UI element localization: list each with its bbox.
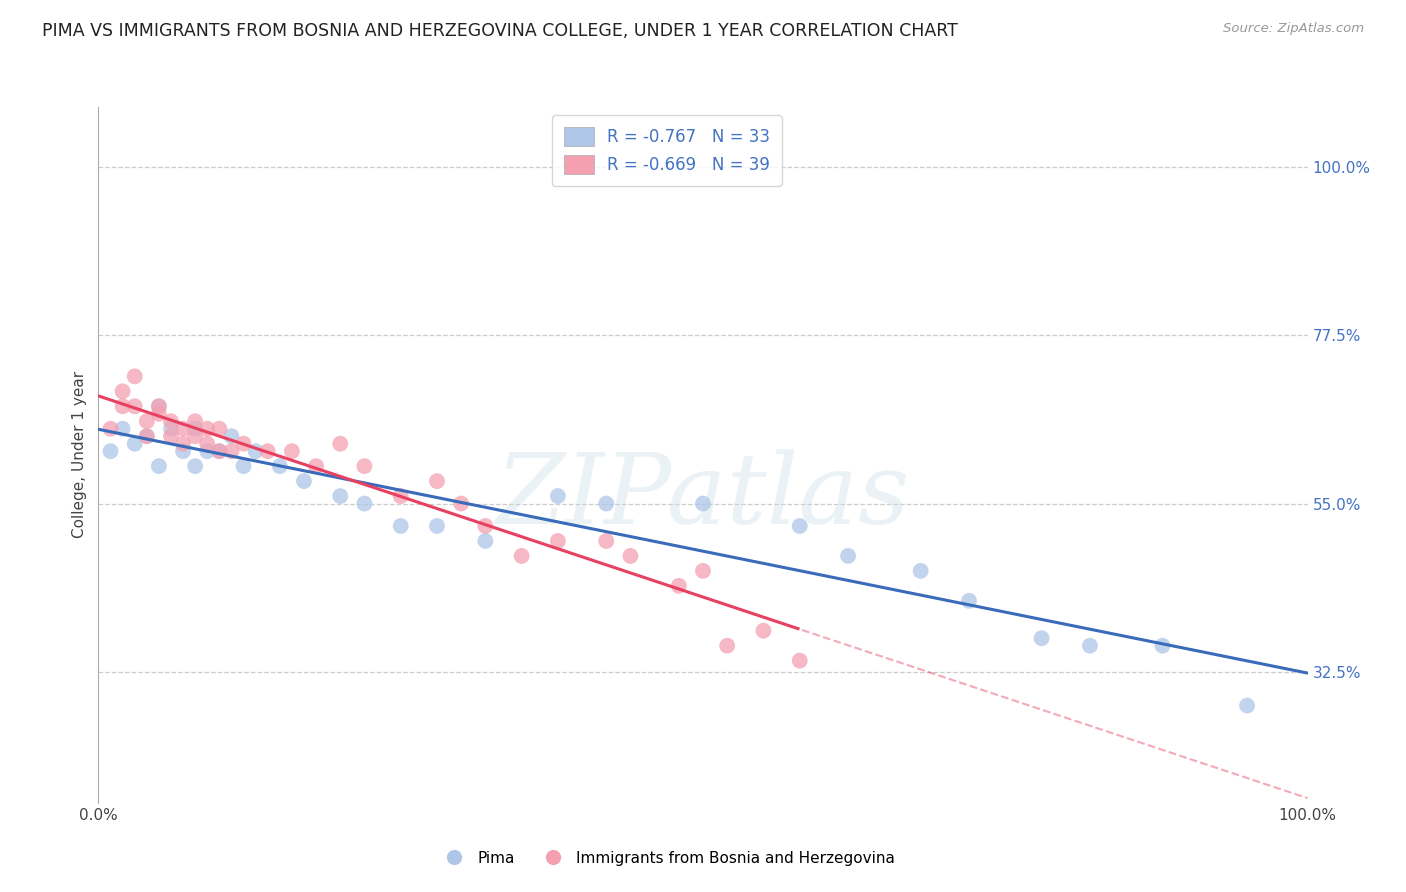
- Point: [269, 459, 291, 474]
- Point: [100, 444, 122, 458]
- Point: [184, 414, 207, 428]
- Point: [111, 422, 134, 436]
- Point: [426, 474, 449, 488]
- Point: [160, 422, 183, 436]
- Point: [716, 639, 738, 653]
- Y-axis label: College, Under 1 year: College, Under 1 year: [72, 371, 87, 539]
- Point: [160, 429, 183, 443]
- Point: [619, 549, 641, 563]
- Point: [208, 444, 231, 458]
- Point: [195, 444, 218, 458]
- Point: [450, 497, 472, 511]
- Point: [221, 429, 243, 443]
- Point: [595, 533, 617, 548]
- Point: [668, 579, 690, 593]
- Point: [957, 594, 980, 608]
- Point: [692, 497, 714, 511]
- Point: [752, 624, 775, 638]
- Text: ZIPatlas: ZIPatlas: [496, 449, 910, 544]
- Point: [184, 459, 207, 474]
- Point: [195, 436, 218, 450]
- Legend: Pima, Immigrants from Bosnia and Herzegovina: Pima, Immigrants from Bosnia and Herzego…: [433, 845, 901, 871]
- Point: [124, 369, 146, 384]
- Point: [111, 384, 134, 399]
- Point: [221, 444, 243, 458]
- Point: [837, 549, 859, 563]
- Point: [232, 436, 254, 450]
- Text: Source: ZipAtlas.com: Source: ZipAtlas.com: [1223, 22, 1364, 36]
- Point: [208, 444, 231, 458]
- Point: [789, 654, 811, 668]
- Point: [172, 444, 194, 458]
- Point: [172, 422, 194, 436]
- Point: [135, 414, 157, 428]
- Point: [474, 533, 496, 548]
- Point: [547, 489, 569, 503]
- Point: [305, 459, 328, 474]
- Point: [148, 459, 170, 474]
- Point: [111, 399, 134, 413]
- Point: [1152, 639, 1174, 653]
- Point: [389, 489, 412, 503]
- Point: [329, 489, 352, 503]
- Point: [184, 429, 207, 443]
- Point: [245, 444, 267, 458]
- Point: [1236, 698, 1258, 713]
- Point: [510, 549, 533, 563]
- Point: [172, 436, 194, 450]
- Point: [789, 519, 811, 533]
- Point: [135, 429, 157, 443]
- Point: [148, 407, 170, 421]
- Point: [292, 474, 315, 488]
- Point: [148, 399, 170, 413]
- Point: [184, 422, 207, 436]
- Point: [353, 459, 375, 474]
- Point: [595, 497, 617, 511]
- Point: [208, 422, 231, 436]
- Point: [135, 429, 157, 443]
- Point: [160, 414, 183, 428]
- Point: [474, 519, 496, 533]
- Point: [353, 497, 375, 511]
- Point: [281, 444, 304, 458]
- Point: [910, 564, 932, 578]
- Point: [547, 533, 569, 548]
- Point: [195, 422, 218, 436]
- Point: [1031, 631, 1053, 645]
- Point: [329, 436, 352, 450]
- Point: [124, 436, 146, 450]
- Point: [1078, 639, 1101, 653]
- Point: [389, 519, 412, 533]
- Point: [100, 422, 122, 436]
- Point: [426, 519, 449, 533]
- Point: [232, 459, 254, 474]
- Point: [692, 564, 714, 578]
- Point: [148, 399, 170, 413]
- Point: [124, 399, 146, 413]
- Point: [256, 444, 278, 458]
- Text: PIMA VS IMMIGRANTS FROM BOSNIA AND HERZEGOVINA COLLEGE, UNDER 1 YEAR CORRELATION: PIMA VS IMMIGRANTS FROM BOSNIA AND HERZE…: [42, 22, 957, 40]
